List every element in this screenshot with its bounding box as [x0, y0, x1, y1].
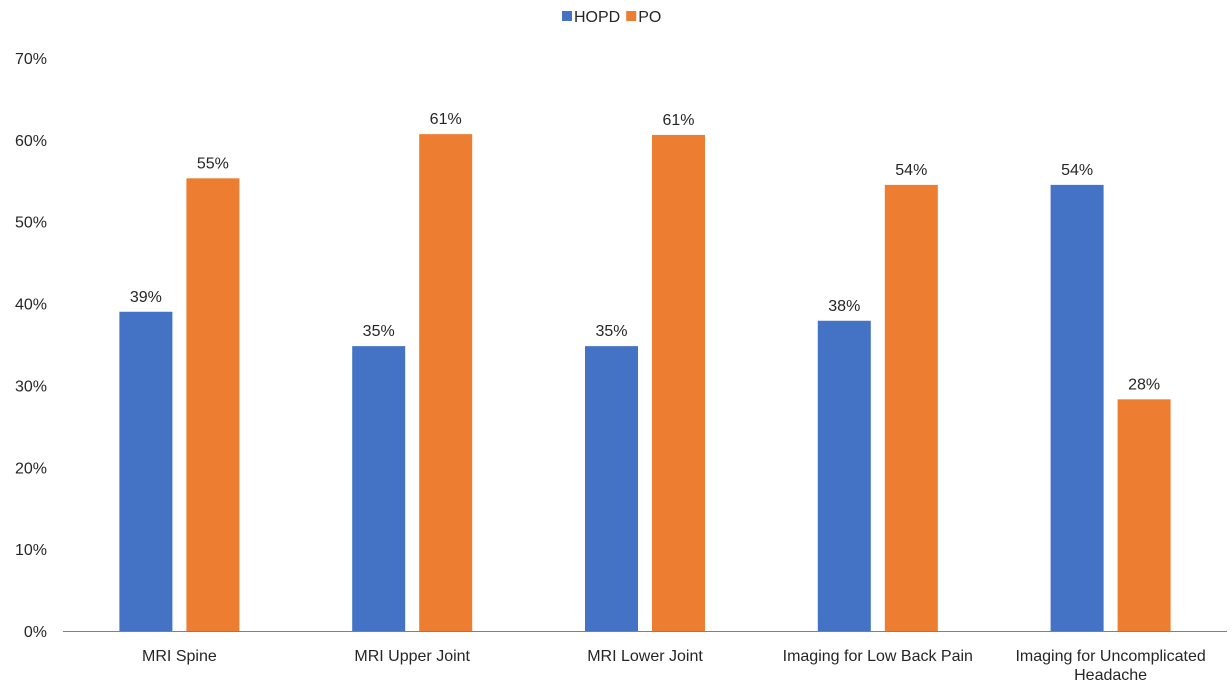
y-tick-label: 40% [15, 297, 47, 314]
data-label-hopd: 38% [828, 298, 860, 315]
y-tick-label: 20% [15, 460, 47, 477]
y-axis: 0% 10% 20% 30% 40% 50% 60% 70% [15, 51, 47, 641]
y-tick-label: 50% [15, 215, 47, 232]
bar-hopd [1050, 184, 1104, 631]
data-label-hopd: 39% [130, 289, 162, 306]
bars [119, 134, 1171, 631]
bar-hopd [119, 311, 173, 631]
legend-label-po: PO [638, 9, 661, 26]
bar-hopd [352, 346, 406, 631]
data-label-po: 55% [197, 155, 229, 172]
bar-po [419, 134, 473, 631]
legend: HOPD PO [562, 9, 661, 26]
legend-label-hopd: HOPD [574, 9, 620, 26]
x-category-label: MRI Spine [142, 648, 217, 665]
y-tick-label: 30% [15, 378, 47, 395]
y-tick-label: 70% [15, 51, 47, 68]
bar-po [1117, 399, 1171, 631]
data-label-po: 61% [662, 112, 694, 129]
legend-swatch-po [626, 11, 637, 21]
y-tick-label: 10% [15, 542, 47, 559]
bar-po [186, 178, 240, 631]
bar-po [652, 134, 705, 631]
bar-hopd [585, 346, 638, 631]
bar-po [884, 184, 938, 631]
x-category-label: MRI Lower Joint [587, 648, 703, 665]
data-label-hopd: 35% [363, 323, 395, 340]
data-label-po: 28% [1128, 376, 1160, 393]
data-label-po: 54% [895, 162, 927, 179]
data-label-po: 61% [430, 111, 462, 128]
y-tick-label: 0% [24, 624, 47, 641]
data-labels: 39% 35% 35% 38% 54% 55% 61% 61% 54% 28% [130, 111, 1160, 393]
data-label-hopd: 35% [595, 323, 627, 340]
legend-swatch-hopd [562, 11, 572, 21]
x-category-label: MRI Upper Joint [354, 648, 470, 665]
x-category-label: Imaging for Low Back Pain [783, 648, 973, 665]
x-category-label: Imaging for Uncomplicated Headache [1015, 648, 1205, 684]
bar-hopd [817, 320, 871, 631]
x-axis: MRI Spine MRI Upper Joint MRI Lower Joint I… [63, 631, 1227, 684]
y-tick-label: 60% [15, 133, 47, 150]
data-label-hopd: 54% [1061, 162, 1093, 179]
